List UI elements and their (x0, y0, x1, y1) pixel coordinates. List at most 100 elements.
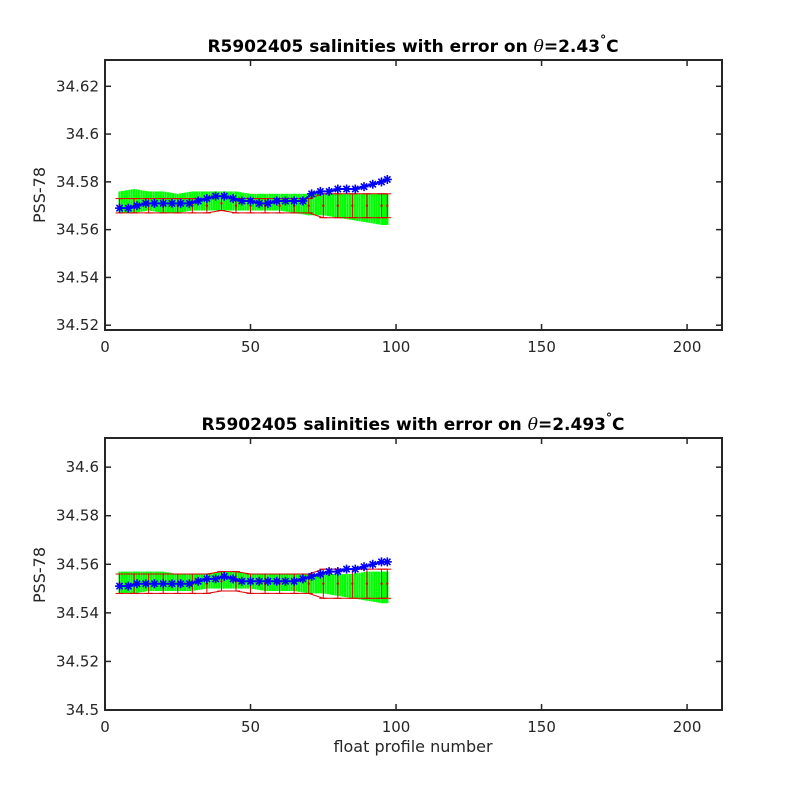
bottom-calibrated-point-stroke (325, 567, 333, 576)
top-calibrated-point-stroke (220, 192, 229, 200)
bottom-calibrated-point (123, 581, 133, 591)
top-error-bar-center (365, 204, 369, 207)
top-x-tick-label: 200 (673, 338, 702, 356)
bottom-calibrated-point-stroke (264, 577, 272, 586)
top-calibrated-point-stroke (238, 197, 246, 205)
top-calibrated-point-stroke (168, 199, 176, 208)
bottom-calibrated-point (237, 576, 247, 586)
bottom-calibrated-point (246, 576, 256, 586)
top-calibrated-point (342, 184, 352, 194)
bottom-calibrated-point (298, 574, 308, 584)
top-calibrated-point-stroke (299, 197, 307, 205)
bottom-calibrated-point-stroke (142, 579, 150, 588)
top-calibrated-point-stroke (325, 187, 333, 196)
top-calibrated-point (237, 196, 247, 206)
bottom-error-bar-center (351, 582, 354, 585)
bottom-panel-title: R5902405 salinities with error on θ=2.49… (202, 411, 625, 435)
bottom-calibrated-point-stroke (281, 577, 290, 586)
top-y-tick-label: 34.52 (56, 316, 99, 334)
bottom-calibrated-point (280, 576, 290, 586)
top-error-bar-center (380, 204, 383, 207)
top-calibrated-point (176, 198, 186, 208)
bottom-y-tick-label: 34.52 (56, 652, 99, 670)
top-calibrated-point-stroke (142, 199, 150, 208)
bottom-calibrated-point-stroke (246, 577, 255, 586)
bottom-y-tick-label: 34.58 (56, 507, 99, 525)
bottom-calibrated-point-stroke (229, 575, 237, 583)
bottom-error-bar-center (322, 582, 325, 585)
bottom-y-tick-label: 34.54 (56, 604, 99, 622)
bottom-y-tick-label: 34.5 (66, 701, 99, 719)
bottom-calibrated-point-stroke (220, 572, 229, 581)
bottom-calibrated-point (193, 576, 203, 586)
top-calibrated-point (219, 191, 229, 201)
top-calibrated-point-stroke (255, 199, 263, 208)
bottom-calibrated-point (184, 579, 194, 589)
top-calibrated-point (333, 184, 343, 194)
top-calibrated-point (307, 189, 317, 199)
top-error-bar-center (322, 204, 325, 207)
bottom-calibrated-point-stroke (115, 582, 124, 590)
top-calibrated-point (246, 196, 256, 206)
top-calibrated-point-stroke (351, 185, 360, 193)
top-calibrated-point (368, 179, 378, 189)
bottom-calibrated-point-stroke (211, 575, 220, 583)
top-calibrated-point-stroke (185, 199, 194, 208)
bottom-calibrated-point (219, 571, 229, 581)
bottom-calibrated-point (149, 579, 159, 589)
top-calibrated-point (359, 182, 369, 192)
top-calibrated-point (324, 186, 334, 196)
bottom-calibrated-point-stroke (307, 572, 316, 581)
bottom-calibrated-point (263, 576, 273, 586)
bottom-calibrated-point-stroke (168, 579, 176, 588)
bottom-calibrated-point-stroke (272, 577, 281, 586)
bottom-calibrated-point-stroke (176, 579, 185, 588)
bottom-axes-box (104, 437, 723, 711)
top-calibrated-point (228, 194, 238, 204)
top-panel: R5902405 salinities with error on θ=2.43… (30, 33, 723, 356)
top-y-tick-label: 34.54 (56, 268, 99, 286)
bottom-calibrated-point (141, 579, 151, 589)
bottom-calibrated-point-stroke (299, 575, 307, 583)
bottom-x-tick-label: 200 (673, 718, 702, 736)
top-calibrated-point-stroke (290, 197, 298, 205)
top-calibrated-point (149, 198, 159, 208)
top-calibrated-point-stroke (307, 190, 316, 198)
bottom-error-bar-center (336, 582, 340, 585)
top-calibrated-point-stroke (150, 199, 159, 208)
top-calibrated-point (202, 194, 212, 204)
bottom-x-tick-label: 100 (382, 718, 411, 736)
top-calibrated-point (158, 198, 168, 208)
bottom-calibrated-point-stroke (150, 579, 159, 588)
bottom-error-bar-center (386, 582, 389, 585)
bottom-panel-y-axis-label: PSS-78 (30, 547, 49, 603)
bottom-panel: R5902405 salinities with error on θ=2.49… (30, 411, 723, 756)
bottom-calibrated-point (272, 576, 282, 586)
bottom-calibrated-point (350, 564, 360, 574)
bottom-calibrated-point-stroke (133, 579, 141, 588)
top-calibrated-point-stroke (159, 199, 167, 208)
bottom-calibrated-point (132, 579, 142, 589)
bottom-calibrated-point-stroke (124, 582, 132, 590)
top-error-bar-center (234, 204, 238, 207)
bottom-calibrated-point-stroke (342, 565, 351, 573)
top-y-tick-label: 34.58 (56, 173, 99, 191)
bottom-panel-plot-area: 0 50 100 150 200 34.5 34.52 34.54 34.56 34.58 34.6 (56, 437, 723, 736)
top-calibrated-point (254, 198, 264, 208)
bottom-calibrated-point (254, 576, 264, 586)
top-error-bar-center (351, 204, 354, 207)
top-calibrated-point-stroke (115, 204, 124, 212)
top-calibrated-point (193, 196, 203, 206)
bottom-calibrated-point (307, 571, 317, 581)
bottom-calibrated-point-stroke (316, 570, 325, 578)
bottom-calibrated-point (211, 574, 221, 584)
bottom-error-bar-center (380, 582, 383, 585)
top-calibrated-point-stroke (369, 180, 377, 188)
bottom-x-tick-label: 0 (100, 718, 110, 736)
bottom-x-tick-label: 150 (527, 718, 556, 736)
bottom-calibrated-point-stroke (194, 577, 202, 586)
bottom-calibrated-point-stroke (290, 577, 298, 586)
top-calibrated-point (141, 198, 151, 208)
